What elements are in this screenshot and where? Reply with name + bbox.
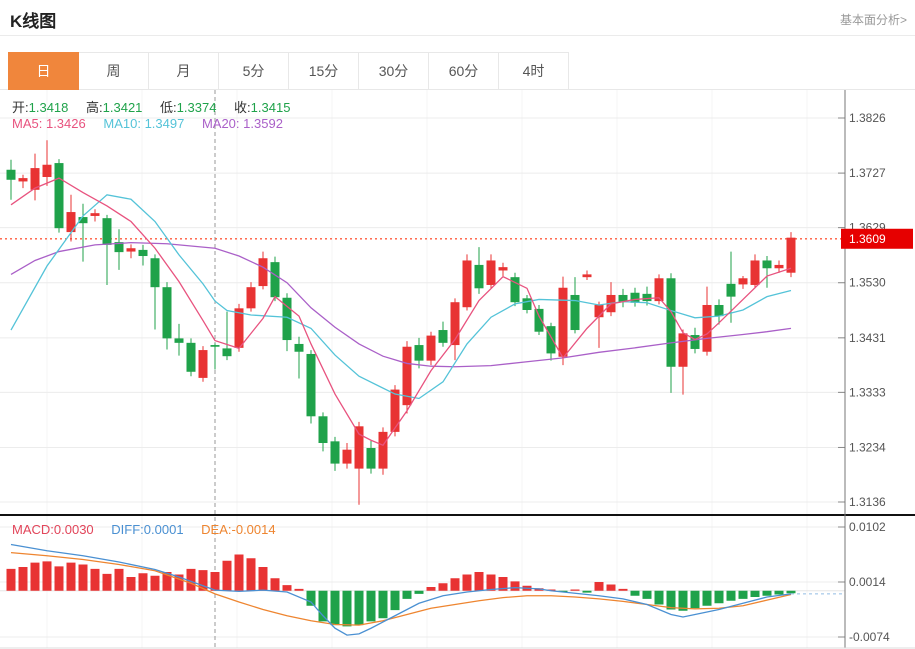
low-value: 1.3374 bbox=[176, 100, 217, 115]
svg-text:-0.0074: -0.0074 bbox=[849, 630, 890, 644]
diff-value: 0.0001 bbox=[143, 522, 184, 537]
tab-4hour[interactable]: 4时 bbox=[499, 52, 569, 90]
open-value: 1.3418 bbox=[28, 100, 69, 115]
close-label: 收: bbox=[234, 100, 251, 115]
ma10-label: MA10: bbox=[103, 116, 141, 131]
svg-text:1.3609: 1.3609 bbox=[849, 232, 886, 246]
svg-text:1.3727: 1.3727 bbox=[849, 166, 886, 180]
ma20-value: 1.3592 bbox=[243, 116, 283, 131]
ma5-label: MA5: bbox=[12, 116, 43, 131]
dea-value: -0.0014 bbox=[231, 522, 276, 537]
svg-text:1.3136: 1.3136 bbox=[849, 495, 886, 509]
open-label: 开: bbox=[12, 100, 29, 115]
ma-legend: MA5: 1.3426 MA10: 1.3497 MA20: 1.3592 bbox=[12, 116, 297, 131]
fundamental-analysis-link[interactable]: 基本面分析> bbox=[839, 13, 907, 27]
close-value: 1.3415 bbox=[250, 100, 291, 115]
tab-week[interactable]: 周 bbox=[79, 52, 149, 90]
ma10-value: 1.3497 bbox=[144, 116, 185, 131]
macd-label: MACD: bbox=[12, 522, 54, 537]
dea-label: DEA: bbox=[201, 522, 232, 537]
diff-label: DIFF: bbox=[111, 522, 144, 537]
tab-day[interactable]: 日 bbox=[8, 52, 79, 90]
svg-text:1.3530: 1.3530 bbox=[849, 276, 886, 290]
macd-legend: MACD:0.0030 DIFF:0.0001 DEA:-0.0014 bbox=[12, 522, 290, 537]
ma5-value: 1.3426 bbox=[45, 116, 86, 131]
svg-text:1.3333: 1.3333 bbox=[849, 385, 886, 399]
svg-text:1.3826: 1.3826 bbox=[849, 111, 886, 125]
header: K线图 基本面分析> bbox=[0, 0, 915, 36]
tab-month[interactable]: 月 bbox=[149, 52, 219, 90]
interval-tabs: 日 周 月 5分 15分 30分 60分 4时 bbox=[8, 52, 569, 90]
tab-5min[interactable]: 5分 bbox=[219, 52, 289, 90]
ma20-label: MA20: bbox=[201, 116, 240, 131]
svg-text:1.3234: 1.3234 bbox=[849, 440, 886, 454]
svg-text:0.0102: 0.0102 bbox=[849, 520, 886, 534]
svg-text:1.3431: 1.3431 bbox=[849, 331, 886, 345]
tab-30min[interactable]: 30分 bbox=[359, 52, 429, 90]
page-title: K线图 bbox=[10, 12, 57, 31]
high-value: 1.3421 bbox=[102, 100, 143, 115]
svg-text:0.0014: 0.0014 bbox=[849, 575, 886, 589]
high-label: 高: bbox=[86, 100, 103, 115]
tab-60min[interactable]: 60分 bbox=[429, 52, 499, 90]
tab-15min[interactable]: 15分 bbox=[289, 52, 359, 90]
macd-value: 0.0030 bbox=[53, 522, 94, 537]
low-label: 低: bbox=[160, 100, 177, 115]
ohlc-legend: 开:1.3418 高:1.3421 低:1.3374 收:1.3415 bbox=[12, 97, 304, 116]
